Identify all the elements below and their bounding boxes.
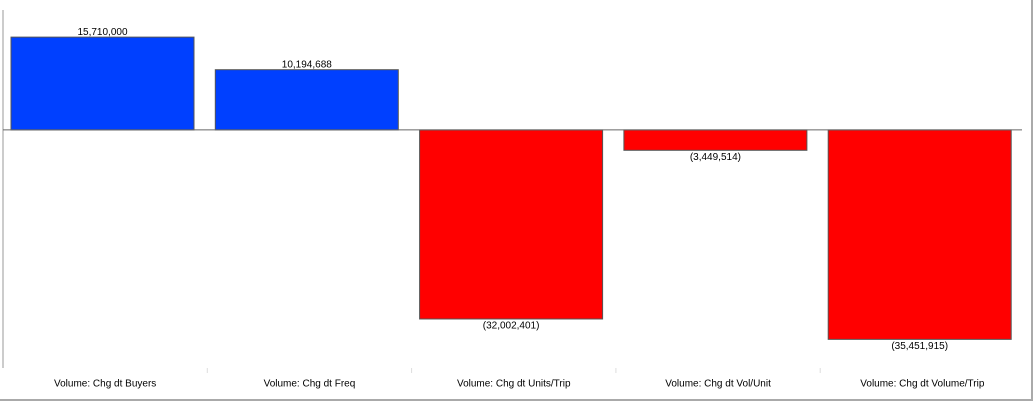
- value-label: (3,449,514): [690, 152, 741, 163]
- bar: [10, 36, 195, 131]
- x-tick-label: Volume: Chg dt Units/Trip: [457, 379, 571, 390]
- x-tick-label: Volume: Chg dt Vol/Unit: [665, 379, 771, 390]
- value-label: 15,710,000: [77, 27, 127, 38]
- x-tick-label: Volume: Chg dt Freq: [264, 379, 356, 390]
- value-label: (32,002,401): [483, 321, 540, 332]
- x-tick-label: Volume: Chg dt Volume/Trip: [860, 379, 985, 390]
- value-label: 10,194,688: [282, 59, 332, 70]
- bar: [827, 129, 1012, 340]
- x-tick-label: Volume: Chg dt Buyers: [54, 379, 156, 390]
- bar: [623, 129, 808, 151]
- bar: [419, 129, 604, 320]
- bar: [214, 69, 399, 131]
- value-label: (35,451,915): [891, 341, 948, 352]
